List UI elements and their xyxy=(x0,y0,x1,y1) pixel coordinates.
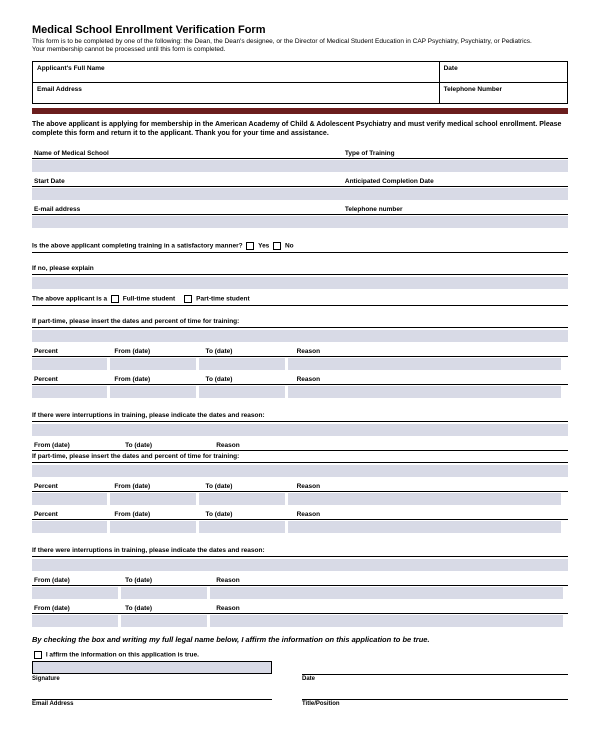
phone-cell[interactable]: Telephone Number xyxy=(439,82,567,103)
email-line[interactable] xyxy=(32,688,272,700)
applicant-name-cell[interactable]: Applicant's Full Name xyxy=(33,61,440,82)
pct-row-2[interactable] xyxy=(32,386,568,398)
no-checkbox[interactable] xyxy=(273,242,281,250)
student-type-question: The above applicant is a Full-time stude… xyxy=(32,295,568,306)
int-row-2[interactable] xyxy=(32,615,568,627)
col-percent: Percent xyxy=(32,346,112,356)
satisfactory-question: Is the above applicant completing traini… xyxy=(32,242,568,253)
signature-box[interactable] xyxy=(32,661,272,674)
date-label: Date xyxy=(302,675,568,682)
pct-row-1[interactable] xyxy=(32,358,568,370)
title-label: Title/Position xyxy=(302,700,568,707)
fulltime-checkbox[interactable] xyxy=(111,295,119,303)
affirmation-text: By checking the box and writing my full … xyxy=(32,635,568,645)
explain-label: If no, please explain xyxy=(32,265,568,275)
parttime-dates-label-2: If part-time, please insert the dates an… xyxy=(32,453,568,463)
interruptions-input-1[interactable] xyxy=(32,424,568,436)
col-reason: Reason xyxy=(295,346,568,356)
pct-row-4[interactable] xyxy=(32,521,568,533)
title-line[interactable] xyxy=(302,688,568,700)
applicant-box: Applicant's Full Name Date Email Address… xyxy=(32,61,568,104)
email-cell[interactable]: Email Address xyxy=(33,82,440,103)
interruptions-label-2: If there were interruptions in training,… xyxy=(32,547,568,557)
anticipated-date-label: Anticipated Completion Date xyxy=(343,176,568,186)
parttime-dates-label: If part-time, please insert the dates an… xyxy=(32,318,568,328)
date-line[interactable] xyxy=(302,663,568,675)
col-from: From (date) xyxy=(112,346,203,356)
start-date-label: Start Date xyxy=(32,176,343,186)
int-row-1[interactable] xyxy=(32,587,568,599)
dates-input[interactable] xyxy=(32,188,568,200)
school-name-label: Name of Medical School xyxy=(32,148,343,158)
divider-bar xyxy=(32,108,568,114)
instruction-text: The above applicant is applying for memb… xyxy=(32,120,568,138)
col-to: To (date) xyxy=(204,346,295,356)
school-phone-label: Telephone number xyxy=(343,204,568,214)
explain-input[interactable] xyxy=(32,277,568,289)
form-title: Medical School Enrollment Verification F… xyxy=(32,24,568,36)
date-cell[interactable]: Date xyxy=(439,61,567,82)
affirm-checkbox[interactable] xyxy=(34,651,42,659)
signature-label: Signature xyxy=(32,675,272,682)
school-email-label: E-mail address xyxy=(32,204,343,214)
interruptions-input-2[interactable] xyxy=(32,559,568,571)
yes-checkbox[interactable] xyxy=(246,242,254,250)
email-label: Email Address xyxy=(32,700,272,707)
school-name-input[interactable] xyxy=(32,160,568,172)
training-type-label: Type of Training xyxy=(343,148,568,158)
contact-input[interactable] xyxy=(32,216,568,228)
pct-row-3[interactable] xyxy=(32,493,568,505)
form-subtitle: This form is to be completed by one of t… xyxy=(32,38,568,55)
parttime-checkbox[interactable] xyxy=(184,295,192,303)
parttime-input-1[interactable] xyxy=(32,330,568,342)
parttime-input-2[interactable] xyxy=(32,465,568,477)
affirm-checkbox-row: I affirm the information on this applica… xyxy=(32,651,568,659)
interruptions-label-1: If there were interruptions in training,… xyxy=(32,412,568,422)
